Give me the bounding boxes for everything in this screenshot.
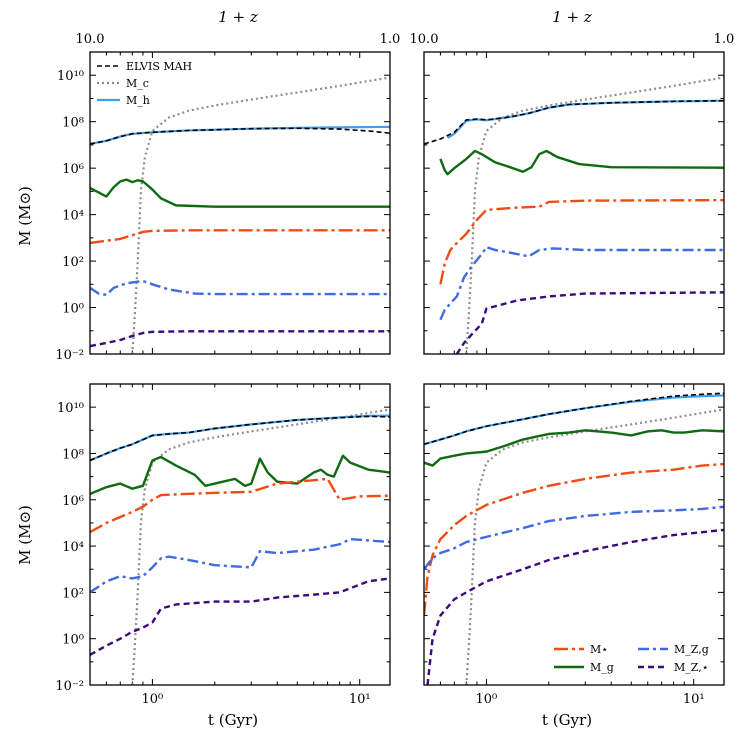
x-tick-label: 10¹	[683, 692, 705, 707]
y-tick-label: 10¹⁰	[57, 69, 84, 84]
series-line-mg	[424, 429, 724, 467]
y-tick-label: 10⁴	[62, 540, 84, 555]
y-tick-label: 10¹⁰	[57, 401, 84, 416]
series-line-elvis	[90, 127, 390, 145]
axes-frame	[89, 51, 391, 355]
series-top-right	[424, 76, 724, 354]
panel-top-right: 10.0 1.0	[410, 32, 735, 355]
legend-bottom-right: M⋆ M_Z,g M_g M_Z,⋆	[554, 643, 709, 674]
legend-label-mzstar: M_Z,⋆	[674, 661, 709, 674]
series-top-left	[90, 76, 390, 354]
y-tick-label: 10⁰	[62, 633, 84, 648]
x-axis-label-right: t (Gyr)	[542, 711, 592, 729]
series-bottom-right	[424, 392, 724, 685]
legend-label-mh: M_h	[126, 94, 150, 107]
series-line-mh	[447, 99, 724, 139]
series-line-mc	[465, 76, 724, 354]
legend-label-elvis: ELVIS MAH	[126, 60, 192, 73]
top-axis-label-right: 1 + z	[552, 8, 592, 26]
top-tick-label: 1.0	[380, 32, 401, 47]
y-tick-label: 10²	[62, 586, 84, 601]
y-tick-label: 10⁻²	[55, 348, 84, 363]
y-tick-label: 10⁴	[62, 209, 84, 224]
legend-label-mg: M_g	[590, 661, 614, 674]
axes-frame	[89, 383, 391, 686]
x-axis-label-left: t (Gyr)	[208, 711, 258, 729]
series-line-mzg	[90, 279, 390, 297]
series-line-mzstar	[426, 528, 724, 685]
axes-frame	[423, 51, 725, 355]
series-line-mg	[439, 149, 724, 176]
top-tick-label: 1.0	[714, 32, 735, 47]
y-tick-label: 10⁶	[62, 162, 84, 177]
series-line-mc	[131, 76, 390, 354]
x-tick-label: 10⁰	[142, 692, 164, 707]
y-tick-label: 10²	[62, 255, 84, 270]
legend-label-mstar: M⋆	[590, 643, 608, 656]
series-line-mh	[424, 394, 724, 446]
y-axis-label-bottom: M (M⊙)	[16, 505, 34, 565]
y-tick-label: 10⁸	[62, 116, 84, 131]
y-tick-label: 10⁰	[62, 302, 84, 317]
series-line-elvis	[424, 392, 724, 446]
axes-frame	[423, 383, 725, 686]
top-axis-label-left: 1 + z	[218, 8, 258, 26]
y-tick-label: 10⁸	[62, 447, 84, 462]
legend-label-mc: M_c	[126, 77, 149, 90]
top-tick-label: 10.0	[76, 32, 105, 47]
series-bottom-left	[90, 408, 390, 685]
top-tick-label: 10.0	[410, 32, 439, 47]
series-line-mh	[90, 414, 390, 462]
x-tick-label: 10⁰	[476, 692, 498, 707]
panel-top-left: 10⁻² 10⁰ 10² 10⁴ 10⁶ 10⁸ 10¹⁰ 10.0 1.0	[55, 32, 400, 363]
series-line-mzstar	[90, 577, 390, 656]
series-line-mc	[131, 408, 390, 685]
series-line-mzstar	[455, 291, 724, 354]
panel-bottom-right: 10⁰ 10¹	[423, 383, 725, 707]
series-line-mstar	[90, 229, 390, 245]
series-line-mzg	[90, 537, 390, 594]
x-tick-label: 10¹	[349, 692, 371, 707]
y-tick-label: 10⁶	[62, 494, 84, 509]
series-line-mzstar	[90, 330, 390, 348]
series-line-mg	[90, 178, 390, 208]
y-axis-label-top: M (M⊙)	[16, 186, 34, 246]
series-line-mstar	[90, 477, 390, 534]
series-line-elvis	[424, 99, 724, 145]
legend-label-mzg: M_Z,g	[674, 643, 709, 656]
series-line-mzg	[439, 245, 724, 321]
series-line-elvis	[90, 415, 390, 462]
series-line-mstar	[439, 198, 724, 285]
series-line-mstar	[424, 462, 724, 616]
series-line-mc	[465, 408, 724, 685]
series-line-mzg	[424, 505, 724, 570]
y-tick-label: 10⁻²	[55, 679, 84, 694]
panel-bottom-left: 10⁻² 10⁰ 10² 10⁴ 10⁶ 10⁸ 10¹⁰ 10⁰ 10¹	[55, 383, 391, 707]
series-line-mg	[90, 454, 390, 495]
legend-top-left: ELVIS MAH M_c M_h	[97, 60, 192, 107]
